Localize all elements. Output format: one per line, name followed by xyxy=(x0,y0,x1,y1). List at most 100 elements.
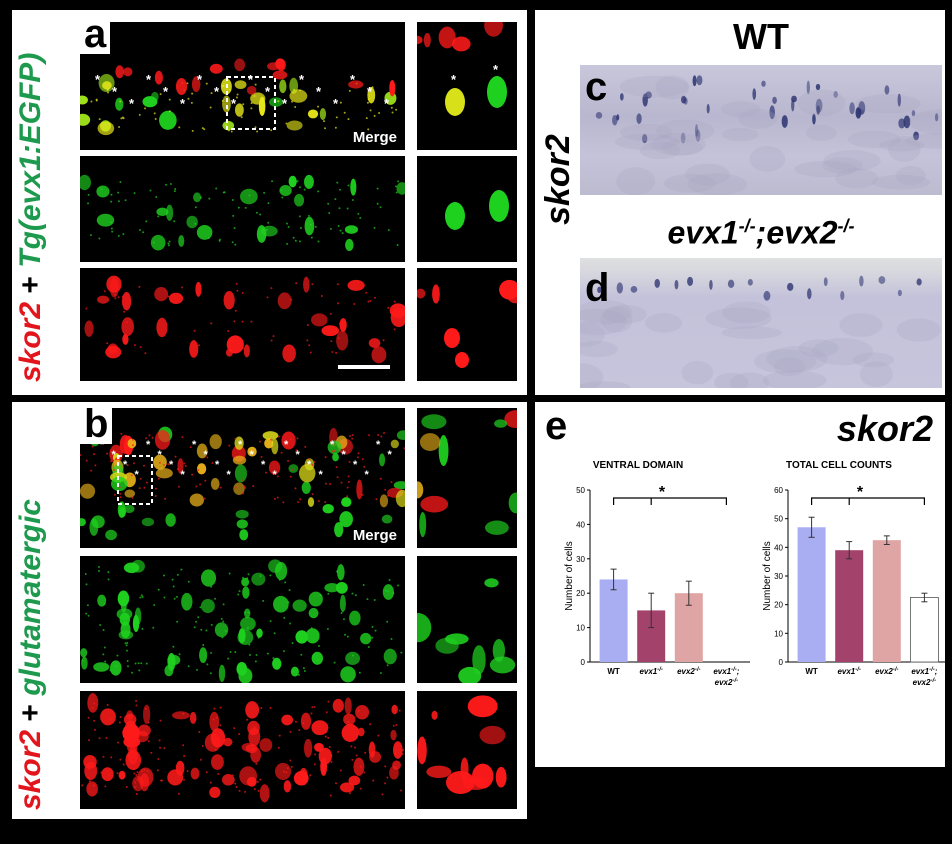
svg-text:*: * xyxy=(181,469,186,481)
panel-b-red-inset xyxy=(417,691,517,809)
svg-text:*: * xyxy=(112,84,118,99)
evx1-egfp-label: Tg(evx1:EGFP) xyxy=(14,52,47,268)
panel-letter-a: a xyxy=(80,14,111,54)
svg-text:*: * xyxy=(100,439,105,451)
panel-b-merge-image: * * * * * * * * * * * * * * * * * * * * * * * * * * Merge xyxy=(80,408,405,548)
svg-text:*: * xyxy=(342,449,347,461)
panel-letter-d: d xyxy=(585,266,610,310)
svg-text:*: * xyxy=(284,439,289,451)
svg-text:*: * xyxy=(146,439,151,451)
chart-title: TOTAL CELL COUNTS xyxy=(786,460,892,471)
panel-b-green-inset xyxy=(417,556,517,683)
svg-text:*: * xyxy=(135,469,140,481)
svg-text:*: * xyxy=(163,84,169,99)
svg-text:*: * xyxy=(365,469,370,481)
svg-text:*: * xyxy=(238,439,243,451)
y-tick-label: 30 xyxy=(774,572,783,581)
svg-text:*: * xyxy=(231,96,237,111)
category-label-line2: evx2-/- xyxy=(715,678,738,687)
category-label: WT xyxy=(805,667,818,676)
bar xyxy=(872,540,901,662)
category-label: evx1-/- xyxy=(639,667,662,676)
panel-e: e skor2 VENTRAL DOMAIN 0 10 20 30 40 50 Number … xyxy=(535,402,945,767)
svg-text:*: * xyxy=(367,84,373,99)
merge-cells-a: * * * * * * * * * * * * * * * * * * xyxy=(80,58,398,136)
bar xyxy=(797,527,826,662)
svg-text:*: * xyxy=(384,96,390,111)
svg-text:*: * xyxy=(319,469,324,481)
svg-text:*: * xyxy=(316,84,322,99)
svg-text:*: * xyxy=(169,459,174,471)
skor2-label: skor2 xyxy=(14,301,47,382)
svg-text:*: * xyxy=(95,72,101,87)
significance-bracket xyxy=(811,497,925,505)
svg-text:*: * xyxy=(250,449,255,461)
category-label: evx1-/-; xyxy=(911,667,937,676)
panel-a-merge-image: * * * * * * * * * * * * * * * * * * Merge xyxy=(80,22,405,150)
chart-gene-label: skor2 xyxy=(836,408,933,449)
svg-text:*: * xyxy=(493,62,499,77)
panel-c-image xyxy=(580,65,942,195)
svg-text:*: * xyxy=(296,449,301,461)
category-label-line2: evx2-/- xyxy=(913,678,936,687)
category-label: evx2-/- xyxy=(875,667,898,676)
y-axis-label: Number of cells xyxy=(564,541,575,610)
skor2-label-b: skor2 xyxy=(14,729,47,810)
y-tick-label: 40 xyxy=(576,520,585,529)
bar-charts: VENTRAL DOMAIN 0 10 20 30 40 50 Number of cells… xyxy=(564,460,945,687)
y-tick-label: 50 xyxy=(576,486,585,495)
glutamatergic-label: glutamatergic xyxy=(14,499,47,696)
y-tick-label: 60 xyxy=(774,486,783,495)
category-label: evx2-/- xyxy=(677,667,700,676)
y-tick-label: 50 xyxy=(774,515,783,524)
panel-a-red-image xyxy=(80,268,405,381)
y-tick-label: 40 xyxy=(774,543,783,552)
category-label: WT xyxy=(607,667,620,676)
chart-title: VENTRAL DOMAIN xyxy=(593,460,683,471)
merge-label-a: Merge xyxy=(352,129,397,146)
svg-text:*: * xyxy=(214,84,220,99)
svg-text:*: * xyxy=(388,449,393,461)
svg-text:*: * xyxy=(376,439,381,451)
svg-text:*: * xyxy=(215,459,220,471)
svg-text:*: * xyxy=(282,96,288,111)
y-tick-label: 20 xyxy=(576,589,585,598)
panel-a: skor2 + Tg(evx1:EGFP) * * * * * * * * * * * * * * * * * *… xyxy=(12,10,527,395)
svg-text:*: * xyxy=(158,449,163,461)
y-tick-label: 0 xyxy=(779,658,784,667)
y-tick-label: 10 xyxy=(576,624,585,633)
y-axis-label: Number of cells xyxy=(762,541,773,610)
significance-star: * xyxy=(659,484,666,501)
panel-b-side-label: skor2 + glutamatergic xyxy=(14,499,325,844)
svg-text:*: * xyxy=(451,72,457,87)
panel-letter-b: b xyxy=(80,404,113,444)
svg-text:*: * xyxy=(265,84,271,99)
svg-text:*: * xyxy=(248,72,254,87)
svg-text:*: * xyxy=(227,469,232,481)
svg-text:*: * xyxy=(330,439,335,451)
svg-text:*: * xyxy=(204,449,209,461)
significance-bracket xyxy=(613,497,727,505)
svg-text:*: * xyxy=(273,469,278,481)
svg-text:*: * xyxy=(197,72,203,87)
svg-text:*: * xyxy=(261,459,266,471)
svg-text:*: * xyxy=(112,449,117,461)
svg-text:*: * xyxy=(192,439,197,451)
category-label: evx1-/-; xyxy=(713,667,739,676)
panel-a-red-inset xyxy=(417,268,517,381)
header-double-mutant: evx1-/-;evx2-/- xyxy=(667,214,855,251)
panel-a-merge-inset: * * xyxy=(417,22,517,150)
svg-text:*: * xyxy=(123,459,128,471)
svg-text:*: * xyxy=(146,72,152,87)
svg-text:*: * xyxy=(350,72,356,87)
plus-label: + xyxy=(14,267,47,302)
panel-a-green-image xyxy=(80,156,405,262)
bar xyxy=(835,550,864,662)
panel-b-green-image xyxy=(80,556,405,683)
plus-label-b: + xyxy=(14,695,47,730)
significance-star: * xyxy=(857,484,864,501)
svg-text:*: * xyxy=(307,459,312,471)
svg-text:*: * xyxy=(333,96,339,111)
y-tick-label: 10 xyxy=(774,629,783,638)
scale-bar xyxy=(338,365,390,369)
